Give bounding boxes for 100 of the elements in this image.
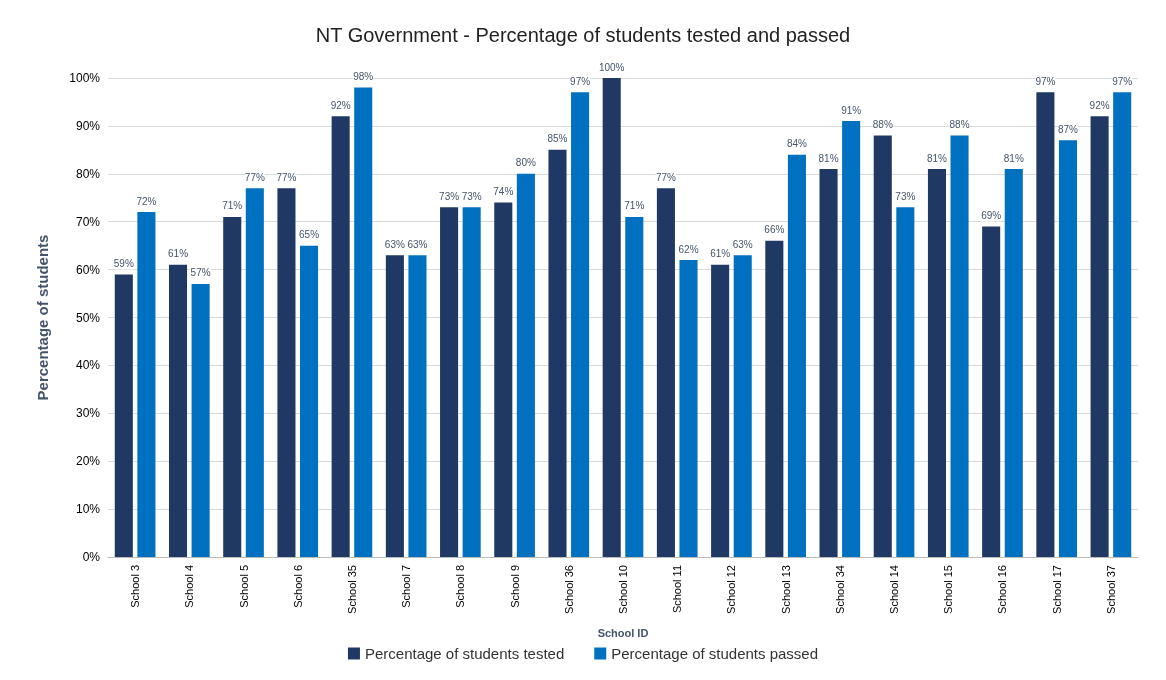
x-tick-label: School 17	[1050, 565, 1063, 614]
bar	[168, 264, 188, 557]
bar	[896, 207, 915, 557]
legend-label: Percentage of students passed	[611, 645, 819, 662]
y-tick-label: 60%	[75, 262, 101, 277]
bar	[1090, 116, 1109, 557]
data-label: 81%	[926, 152, 948, 164]
bar	[927, 169, 946, 557]
bar	[571, 92, 590, 557]
y-tick-label: 50%	[75, 310, 101, 325]
x-tick-label: School 12	[725, 565, 738, 614]
x-tick-label: School 6	[291, 565, 304, 608]
data-label: 84%	[786, 138, 808, 150]
bar	[277, 188, 296, 557]
y-tick-label: 30%	[75, 406, 101, 421]
bar	[679, 260, 698, 557]
y-tick-label: 0%	[82, 550, 101, 564]
data-label: 88%	[949, 118, 970, 130]
data-label: 73%	[439, 190, 460, 202]
x-tick-label: School 8	[454, 565, 467, 608]
bar	[114, 274, 133, 557]
x-tick-label: School 10	[617, 565, 629, 614]
y-tick-label: 10%	[75, 502, 101, 517]
data-label: 74%	[493, 186, 514, 198]
bar	[191, 283, 210, 557]
y-tick-label: 20%	[75, 454, 101, 469]
x-tick-label: School 16	[996, 565, 1009, 614]
data-label: 61%	[168, 248, 189, 260]
bar	[787, 154, 806, 557]
bar	[656, 188, 675, 557]
y-tick-label: 80%	[75, 166, 101, 181]
y-axis-title: Percentage of students	[34, 234, 51, 401]
x-tick-label: School 4	[183, 565, 196, 608]
bar	[223, 216, 242, 557]
y-tick-label: 100%	[69, 71, 101, 85]
data-label: 77%	[276, 171, 297, 183]
bar	[516, 173, 535, 557]
data-label: 92%	[1089, 99, 1110, 111]
bar	[602, 78, 621, 557]
x-tick-label: School 9	[508, 565, 521, 608]
data-label: 100%	[598, 61, 625, 73]
data-label: 80%	[515, 157, 536, 169]
data-label: 66%	[764, 224, 785, 236]
data-label: 81%	[1003, 152, 1024, 164]
y-tick-label: 40%	[75, 358, 101, 373]
x-tick-label: School 7	[400, 565, 413, 608]
bar	[819, 169, 838, 557]
bar	[1036, 92, 1055, 557]
bar	[408, 255, 427, 557]
data-label: 61%	[710, 248, 731, 260]
x-tick-label: School 34	[833, 565, 846, 614]
data-label: 63%	[732, 238, 753, 250]
data-label: 91%	[841, 104, 862, 116]
data-label: 63%	[407, 238, 428, 250]
data-label: 97%	[570, 75, 591, 87]
data-label: 71%	[624, 200, 645, 212]
bar	[950, 135, 969, 557]
bar	[625, 216, 644, 557]
data-label: 77%	[655, 171, 677, 183]
data-label: 63%	[384, 238, 405, 250]
bar	[765, 240, 784, 557]
x-tick-label: School 35	[345, 565, 358, 614]
bar	[245, 188, 264, 557]
x-tick-label: School 13	[779, 565, 792, 614]
data-label: 57%	[190, 267, 211, 279]
bar	[300, 245, 319, 557]
data-label: 71%	[222, 200, 243, 212]
bar	[873, 135, 892, 557]
bar	[548, 149, 567, 557]
data-label: 87%	[1057, 123, 1079, 135]
bar	[137, 212, 156, 557]
x-tick-label: School 37	[1104, 565, 1117, 614]
data-label: 69%	[981, 209, 1002, 221]
bar	[331, 116, 350, 557]
bar	[1058, 140, 1078, 557]
data-label: 77%	[244, 171, 265, 183]
bar	[494, 202, 513, 557]
x-tick-label: School 14	[888, 565, 901, 614]
y-tick-label: 70%	[75, 214, 101, 229]
bar	[842, 121, 861, 557]
x-tick-label: School 5	[237, 565, 250, 608]
x-tick-label: School 15	[942, 565, 955, 614]
bar	[1113, 92, 1132, 557]
data-label: 59%	[113, 257, 134, 269]
bar	[440, 207, 459, 557]
bar	[354, 87, 373, 557]
data-label: 88%	[872, 118, 893, 130]
data-label: 65%	[299, 229, 320, 241]
bar	[462, 207, 481, 557]
bar	[711, 264, 730, 557]
data-label: 73%	[895, 190, 916, 202]
data-label: 73%	[461, 190, 482, 202]
data-label: 85%	[547, 133, 568, 145]
bar	[733, 255, 752, 557]
data-label: 97%	[1035, 75, 1056, 87]
legend-label: Percentage of students tested	[364, 645, 565, 662]
chart-title: NT Government - Percentage of students tested and passed	[315, 24, 851, 46]
data-label: 81%	[818, 152, 839, 164]
bar	[982, 226, 1001, 557]
data-label: 72%	[136, 195, 157, 207]
